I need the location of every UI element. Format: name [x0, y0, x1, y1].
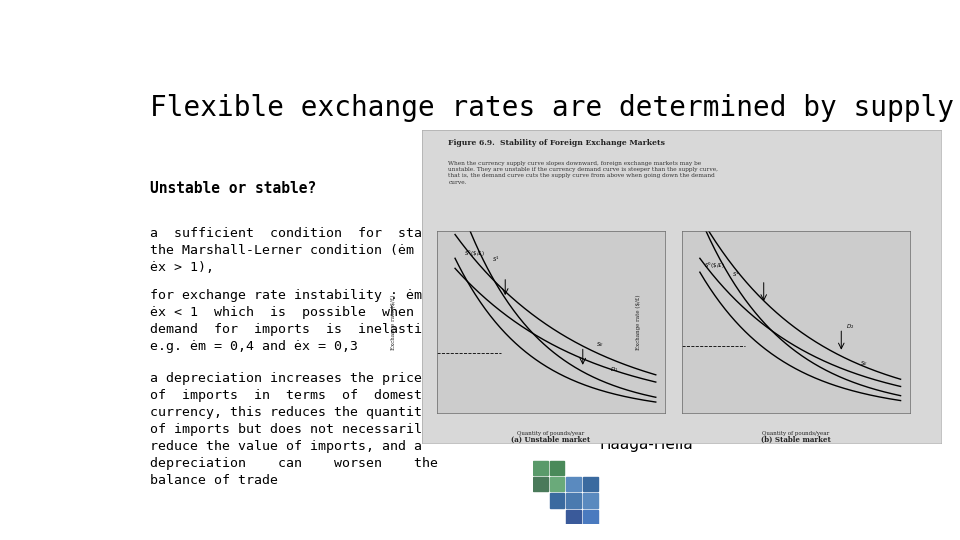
X-axis label: Quantity of pounds/year: Quantity of pounds/year — [762, 431, 829, 436]
Bar — [533, 477, 547, 491]
Text: $S_E$: $S_E$ — [596, 341, 605, 349]
Text: for exchange rate instability : ėm +
ėx < 1  which  is  possible  when
demand  f: for exchange rate instability : ėm + ėx … — [150, 289, 445, 353]
Bar — [549, 494, 564, 508]
Text: $S^0$($\$/£$): $S^0$($\$/£$) — [705, 261, 726, 271]
Text: $D_2$: $D_2$ — [846, 322, 854, 331]
Bar — [566, 510, 581, 524]
Text: $S^1$: $S^1$ — [492, 255, 499, 264]
Bar — [584, 477, 598, 491]
Text: a  sufficient  condition  for  stability:
the Marshall-Lerner condition (ėm +
ėx: a sufficient condition for stability: th… — [150, 227, 478, 274]
Bar — [549, 477, 564, 491]
Bar — [584, 510, 598, 524]
Text: Figure 6.9.  Stability of Foreign Exchange Markets: Figure 6.9. Stability of Foreign Exchang… — [448, 139, 665, 147]
Text: Flexible exchange rates are determined by supply and demand: Flexible exchange rates are determined b… — [150, 94, 960, 122]
Text: (a) Unstable market: (a) Unstable market — [512, 436, 590, 444]
X-axis label: Quantity of pounds/year: Quantity of pounds/year — [517, 431, 585, 436]
Y-axis label: Exchange rate ($/£): Exchange rate ($/£) — [636, 294, 640, 350]
Bar — [566, 494, 581, 508]
Text: $D_1$: $D_1$ — [611, 364, 618, 374]
Y-axis label: Exchange rate ($/£): Exchange rate ($/£) — [391, 294, 396, 350]
Text: $S^1$: $S^1$ — [732, 270, 740, 279]
Text: When the currency supply curve slopes downward, foreign exchange markets may be
: When the currency supply curve slopes do… — [448, 161, 718, 185]
Text: Haaga-Helia: Haaga-Helia — [599, 436, 693, 451]
Bar — [533, 461, 547, 475]
Text: (b) Stable market: (b) Stable market — [760, 436, 830, 444]
Bar — [584, 494, 598, 508]
Text: a depreciation increases the price
of  imports  in  terms  of  domestic
currency: a depreciation increases the price of im… — [150, 373, 438, 488]
Bar — [549, 461, 564, 475]
Text: $S_E$: $S_E$ — [859, 359, 868, 368]
Text: Unstable or stable?: Unstable or stable? — [150, 181, 316, 196]
Text: $S^0$($\$/£$): $S^0$($\$/£$) — [465, 248, 486, 259]
Bar — [566, 477, 581, 491]
